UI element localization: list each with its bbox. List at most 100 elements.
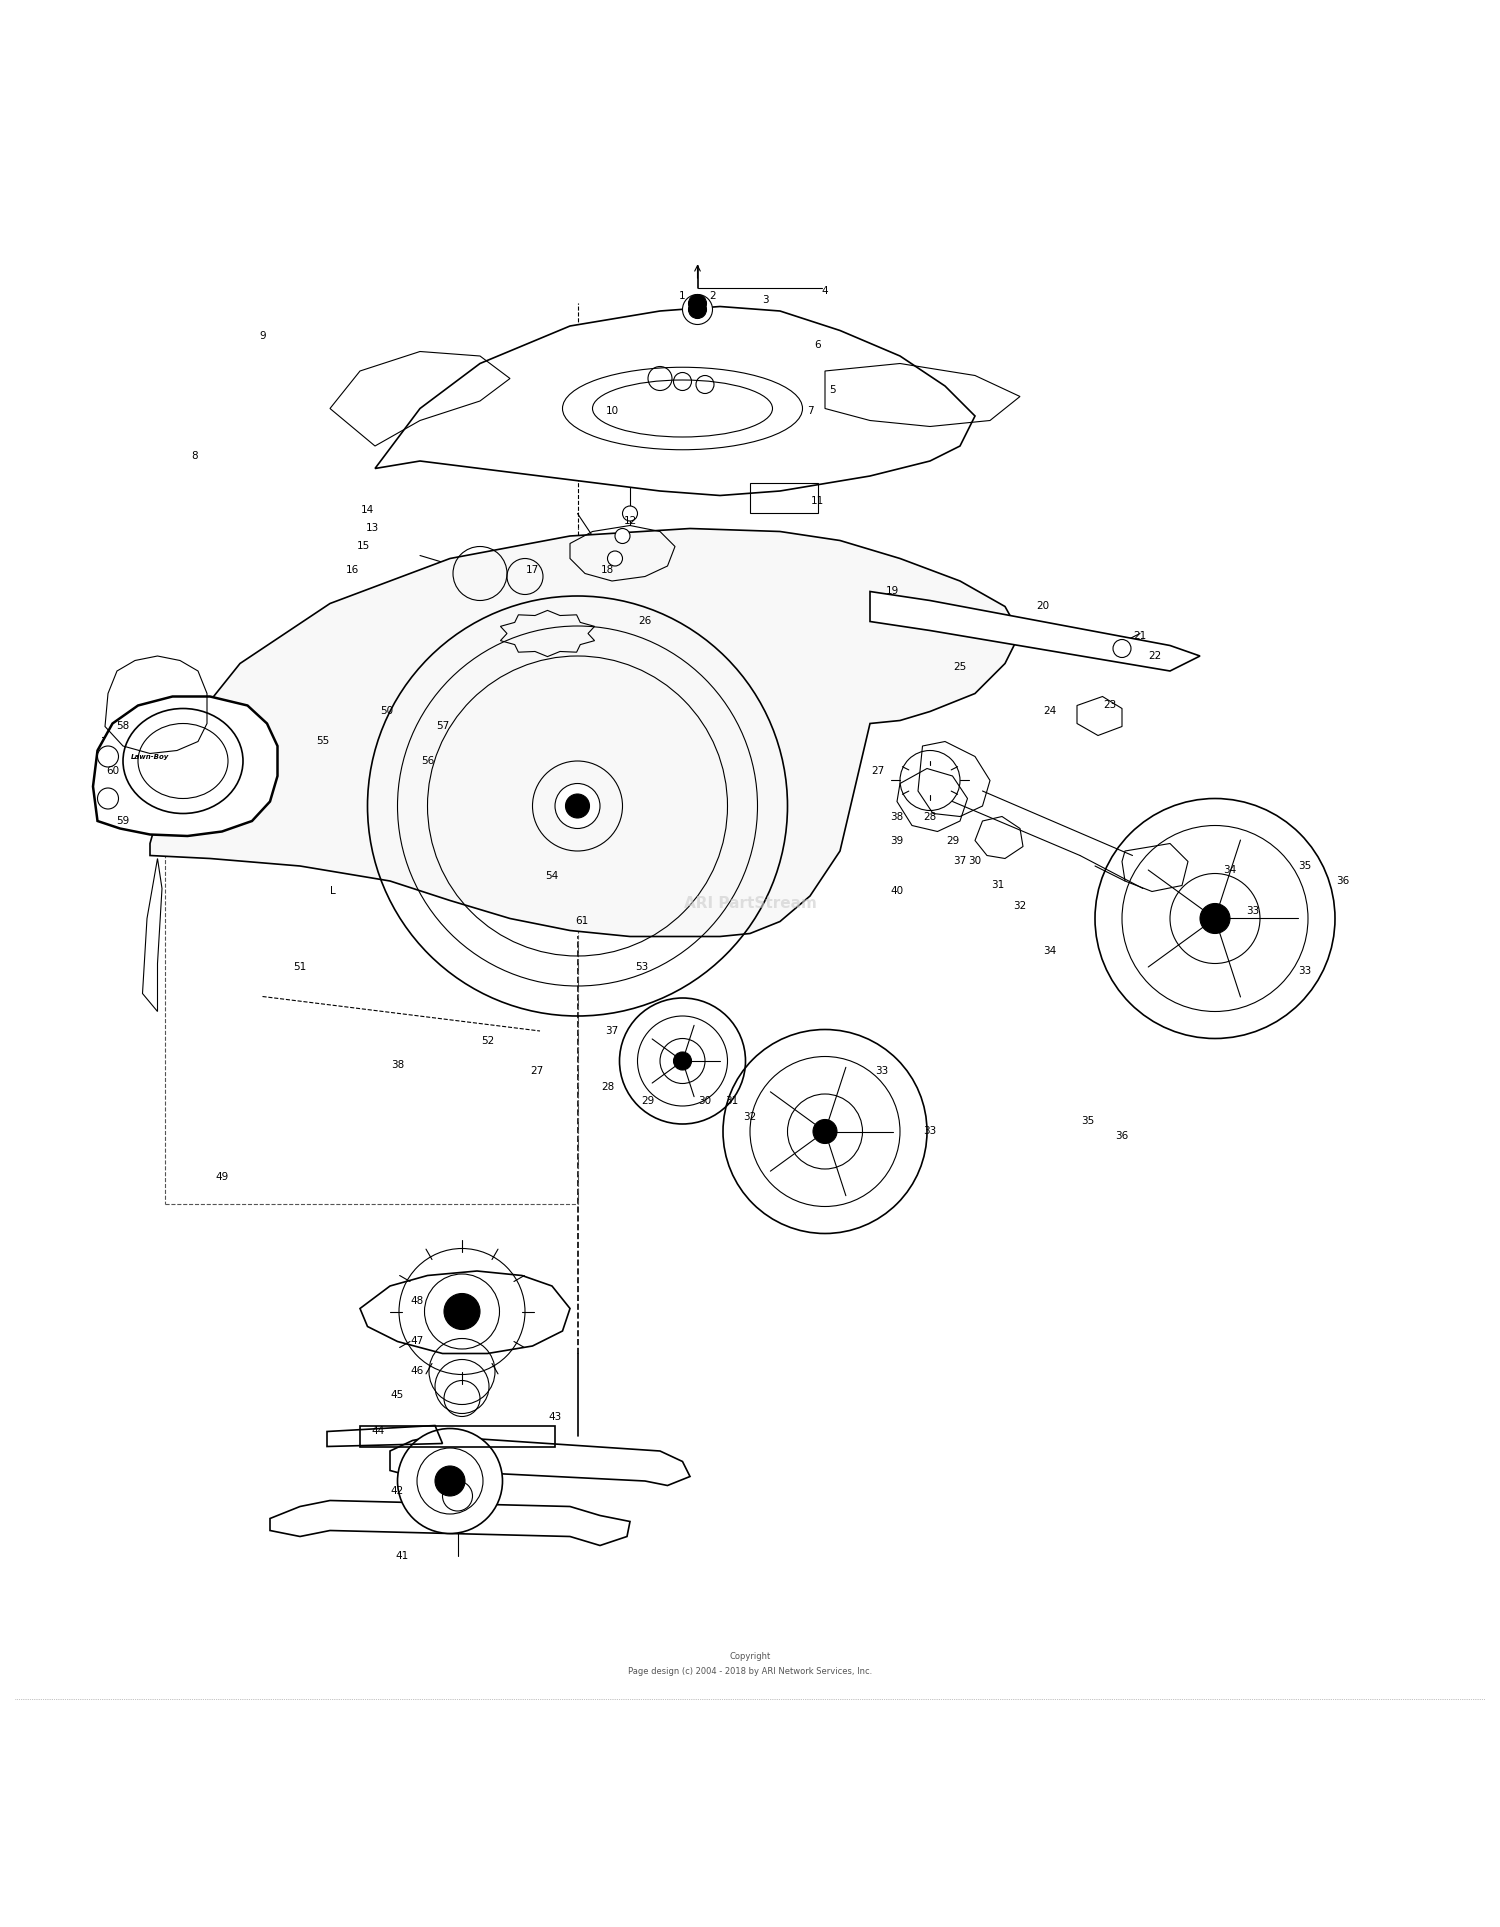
Text: 35: 35 — [1082, 1116, 1094, 1125]
Text: 38: 38 — [392, 1060, 404, 1071]
Text: 34: 34 — [1044, 946, 1056, 956]
Text: 51: 51 — [294, 962, 306, 971]
Text: 24: 24 — [1044, 707, 1056, 717]
Text: 13: 13 — [366, 524, 378, 534]
Text: 21: 21 — [1134, 632, 1146, 642]
Text: 26: 26 — [639, 617, 651, 626]
Text: 18: 18 — [602, 565, 613, 576]
Text: 23: 23 — [1104, 701, 1116, 711]
Text: 7: 7 — [807, 407, 813, 416]
Text: 22: 22 — [1149, 651, 1161, 661]
Polygon shape — [150, 528, 1020, 937]
Text: 20: 20 — [1036, 601, 1048, 611]
Text: 3: 3 — [762, 295, 768, 306]
Circle shape — [674, 1052, 692, 1069]
Text: 2: 2 — [710, 291, 716, 301]
Text: 30: 30 — [969, 856, 981, 867]
Text: 12: 12 — [624, 516, 636, 526]
Text: 1: 1 — [680, 291, 686, 301]
Text: 31: 31 — [726, 1096, 738, 1106]
Text: 32: 32 — [1014, 902, 1026, 911]
Circle shape — [98, 788, 118, 809]
Circle shape — [688, 295, 706, 312]
Text: 40: 40 — [891, 886, 903, 896]
Text: 29: 29 — [642, 1096, 654, 1106]
Polygon shape — [870, 592, 1200, 671]
Text: 6: 6 — [815, 341, 821, 351]
Text: 48: 48 — [411, 1297, 423, 1307]
Text: 50: 50 — [381, 707, 393, 717]
Polygon shape — [390, 1436, 690, 1486]
Text: L: L — [330, 886, 336, 896]
Text: Page design (c) 2004 - 2018 by ARI Network Services, Inc.: Page design (c) 2004 - 2018 by ARI Netwo… — [628, 1667, 872, 1676]
Text: 41: 41 — [396, 1551, 408, 1561]
Text: 42: 42 — [392, 1486, 404, 1497]
Text: 33: 33 — [1299, 965, 1311, 975]
Text: 36: 36 — [1336, 877, 1348, 886]
Text: 30: 30 — [699, 1096, 711, 1106]
Text: 10: 10 — [606, 407, 618, 416]
Circle shape — [682, 295, 712, 324]
Text: 25: 25 — [954, 661, 966, 671]
Text: 33: 33 — [1246, 906, 1258, 915]
Circle shape — [1200, 904, 1230, 933]
Text: 37: 37 — [954, 856, 966, 867]
Text: 34: 34 — [1224, 865, 1236, 875]
Text: 27: 27 — [871, 767, 883, 777]
Text: 47: 47 — [411, 1337, 423, 1347]
Text: 60: 60 — [106, 767, 118, 777]
Text: 56: 56 — [422, 755, 434, 767]
Text: 19: 19 — [886, 586, 898, 597]
Text: 59: 59 — [117, 815, 129, 827]
Circle shape — [555, 784, 600, 829]
Text: 5: 5 — [830, 385, 836, 395]
Text: 61: 61 — [576, 917, 588, 927]
Text: 43: 43 — [549, 1411, 561, 1422]
Circle shape — [608, 551, 622, 567]
Text: 53: 53 — [636, 962, 648, 971]
Text: 35: 35 — [1299, 861, 1311, 871]
Text: 38: 38 — [891, 811, 903, 821]
Text: 36: 36 — [1116, 1131, 1128, 1141]
Text: 44: 44 — [372, 1426, 384, 1436]
Circle shape — [813, 1120, 837, 1143]
Text: Copyright: Copyright — [729, 1651, 771, 1661]
Polygon shape — [270, 1501, 630, 1545]
Text: 39: 39 — [891, 836, 903, 846]
Text: 33: 33 — [924, 1127, 936, 1137]
Text: 52: 52 — [482, 1037, 494, 1046]
Text: 29: 29 — [946, 836, 958, 846]
Text: 45: 45 — [392, 1391, 404, 1401]
Circle shape — [98, 746, 118, 767]
Text: 14: 14 — [362, 505, 374, 516]
Text: 4: 4 — [822, 287, 828, 297]
Circle shape — [398, 1428, 502, 1534]
Text: 37: 37 — [606, 1025, 618, 1037]
Text: 28: 28 — [924, 811, 936, 821]
Text: 31: 31 — [992, 881, 1004, 890]
Text: 32: 32 — [744, 1112, 756, 1122]
Text: 15: 15 — [357, 541, 369, 551]
Text: 33: 33 — [876, 1066, 888, 1077]
Circle shape — [435, 1466, 465, 1495]
Text: 57: 57 — [436, 721, 448, 732]
Text: 27: 27 — [531, 1066, 543, 1077]
Circle shape — [615, 528, 630, 543]
Circle shape — [622, 507, 638, 520]
Text: 54: 54 — [546, 871, 558, 881]
Text: ARI PartStream: ARI PartStream — [684, 896, 816, 911]
Text: 58: 58 — [117, 721, 129, 732]
Bar — [750, 484, 818, 513]
Text: 49: 49 — [216, 1172, 228, 1181]
Text: 8: 8 — [192, 451, 198, 461]
Text: 28: 28 — [602, 1081, 613, 1091]
Text: 9: 9 — [260, 331, 266, 341]
Polygon shape — [375, 306, 975, 495]
Text: Lawn-Boy: Lawn-Boy — [130, 753, 170, 759]
Text: 55: 55 — [316, 736, 328, 746]
Text: 16: 16 — [346, 565, 358, 576]
Text: 11: 11 — [812, 497, 824, 507]
Text: 46: 46 — [411, 1366, 423, 1376]
Text: 17: 17 — [526, 565, 538, 576]
Circle shape — [444, 1293, 480, 1330]
